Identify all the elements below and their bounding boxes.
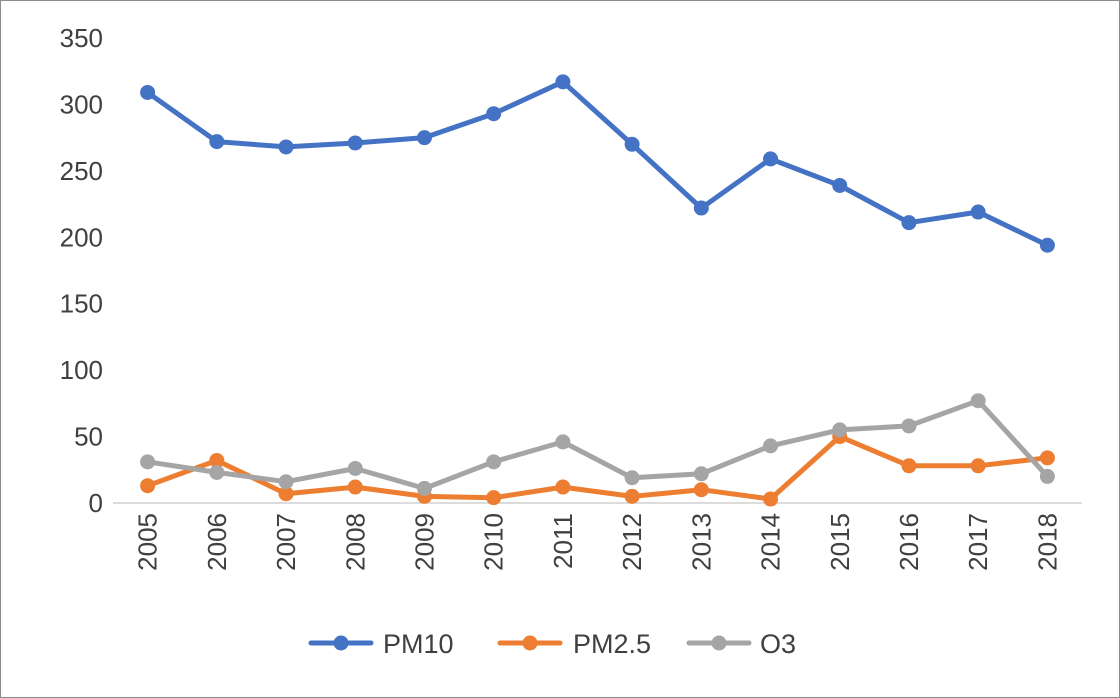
data-point bbox=[555, 434, 571, 450]
legend-label: PM2.5 bbox=[573, 629, 651, 659]
x-tick-label: 2006 bbox=[202, 513, 232, 571]
data-point bbox=[832, 177, 848, 193]
data-point bbox=[970, 204, 986, 220]
data-point bbox=[1039, 237, 1055, 253]
x-tick-label: 2007 bbox=[271, 513, 301, 571]
x-tick-label: 2015 bbox=[825, 513, 855, 571]
y-tick-label: 200 bbox=[60, 222, 103, 252]
series-pm10 bbox=[140, 74, 1055, 253]
series-lines bbox=[140, 74, 1055, 507]
legend: PM10 PM2.5 O3 bbox=[308, 629, 796, 659]
data-point bbox=[209, 464, 225, 480]
data-point bbox=[1039, 450, 1055, 466]
data-point bbox=[416, 130, 432, 146]
data-point bbox=[278, 486, 294, 502]
data-point bbox=[901, 418, 917, 434]
y-axis-ticks: 0 50 100 150 200 250 300 350 bbox=[60, 23, 103, 518]
x-axis: 2005 2006 2007 2008 2009 2010 2011 2012 2013 2014… bbox=[113, 502, 1082, 571]
legend-label: O3 bbox=[760, 629, 796, 659]
data-point bbox=[624, 488, 640, 504]
y-tick-label: 100 bbox=[60, 355, 103, 385]
x-tick-label: 2009 bbox=[409, 513, 439, 571]
data-point bbox=[970, 458, 986, 474]
data-point bbox=[140, 454, 156, 470]
series-line bbox=[145, 434, 1050, 502]
series-line bbox=[145, 79, 1050, 248]
data-point bbox=[693, 482, 709, 498]
series-o3 bbox=[140, 393, 1055, 496]
y-tick-label: 50 bbox=[74, 422, 103, 452]
x-tick-label: 2011 bbox=[548, 513, 578, 569]
x-tick-label: 2018 bbox=[1032, 513, 1062, 571]
x-tick-label: 2014 bbox=[756, 513, 786, 571]
legend-label: PM10 bbox=[383, 629, 454, 659]
y-tick-label: 150 bbox=[60, 289, 103, 319]
data-point bbox=[486, 106, 502, 122]
data-point bbox=[901, 458, 917, 474]
data-point bbox=[209, 134, 225, 150]
data-point bbox=[763, 151, 779, 167]
data-point bbox=[209, 452, 225, 468]
series-pm2-5 bbox=[140, 429, 1055, 507]
data-point bbox=[970, 393, 986, 409]
x-tick-label: 2005 bbox=[133, 513, 163, 571]
x-tick-label: 2016 bbox=[894, 513, 924, 571]
legend-marker bbox=[333, 635, 349, 651]
x-tick-label: 2010 bbox=[479, 513, 509, 571]
data-point bbox=[347, 479, 363, 495]
data-point bbox=[347, 460, 363, 476]
data-point bbox=[624, 470, 640, 486]
data-point bbox=[555, 479, 571, 495]
legend-marker bbox=[522, 635, 538, 651]
data-point bbox=[832, 422, 848, 438]
data-point bbox=[486, 454, 502, 470]
legend-marker bbox=[711, 635, 727, 651]
data-point bbox=[763, 491, 779, 507]
legend-item: O3 bbox=[686, 629, 796, 659]
data-point bbox=[693, 200, 709, 216]
data-point bbox=[486, 490, 502, 506]
x-tick-label: 2012 bbox=[617, 513, 647, 571]
x-tick-label: 2017 bbox=[963, 513, 993, 571]
y-tick-label: 350 bbox=[60, 23, 103, 53]
y-tick-label: 300 bbox=[60, 89, 103, 119]
data-point bbox=[347, 135, 363, 151]
legend-item: PM2.5 bbox=[497, 629, 651, 659]
data-point bbox=[624, 136, 640, 152]
legend-item: PM10 bbox=[308, 629, 454, 659]
y-tick-label: 0 bbox=[89, 488, 103, 518]
data-point bbox=[140, 478, 156, 494]
data-point bbox=[693, 466, 709, 482]
data-point bbox=[555, 74, 571, 90]
y-tick-label: 250 bbox=[60, 156, 103, 186]
x-tick-label: 2008 bbox=[340, 513, 370, 571]
data-point bbox=[763, 438, 779, 454]
data-point bbox=[278, 139, 294, 155]
data-point bbox=[140, 84, 156, 100]
data-point bbox=[278, 474, 294, 490]
series-line bbox=[145, 398, 1050, 491]
data-point bbox=[416, 480, 432, 496]
x-tick-label: 2013 bbox=[686, 513, 716, 571]
data-point bbox=[901, 215, 917, 231]
data-point bbox=[1039, 468, 1055, 484]
